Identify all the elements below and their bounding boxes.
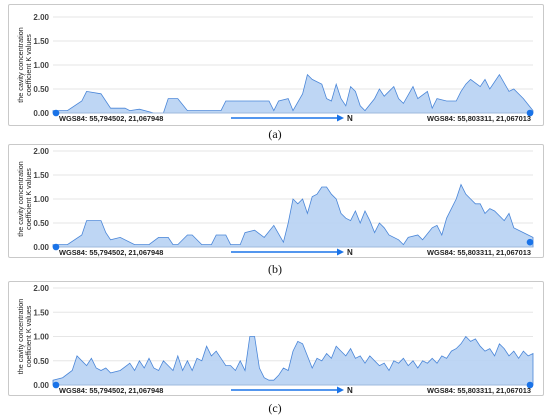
y-tick-label: 1.00 xyxy=(33,195,49,204)
y-axis-label: the cavity concentrationcoefficient K va… xyxy=(16,299,33,375)
y-tick-label: 2.00 xyxy=(33,284,49,293)
y-tick-label: 1.00 xyxy=(33,61,49,70)
y-tick-label: 2.00 xyxy=(33,147,49,156)
y-axis-label: the cavity concentrationcoefficient K va… xyxy=(16,161,33,237)
end-point-marker xyxy=(526,381,534,389)
arrow-head-icon xyxy=(337,114,344,122)
start-point-marker xyxy=(52,109,60,117)
north-label: N xyxy=(347,386,353,395)
y-tick-label: 0.50 xyxy=(33,219,49,228)
y-tick-label: 1.50 xyxy=(33,308,49,317)
start-coordinate-label: WGS84: 55,794502, 21,067948 xyxy=(59,248,163,257)
y-tick-label: 0.00 xyxy=(33,109,49,118)
y-tick-label: 1.00 xyxy=(33,333,49,342)
y-tick-label: 1.50 xyxy=(33,37,49,46)
north-label: N xyxy=(347,248,353,257)
start-coordinate-label: WGS84: 55,794502, 21,067948 xyxy=(59,386,163,395)
y-axis-label: the cavity concentrationcoefficient K va… xyxy=(16,27,33,103)
y-tick-label: 0.50 xyxy=(33,85,49,94)
series-area xyxy=(52,183,534,248)
end-coordinate-label: WGS84: 55,803311, 21,067013 xyxy=(427,114,531,123)
end-point-marker xyxy=(526,109,534,117)
end-point-marker xyxy=(526,238,534,246)
y-tick-label: 1.50 xyxy=(33,171,49,180)
caption-b: (b) xyxy=(268,262,282,276)
start-point-marker xyxy=(52,243,60,251)
end-coordinate-label: WGS84: 55,803311, 21,067013 xyxy=(427,386,531,395)
series-area xyxy=(52,335,534,386)
end-coordinate-label: WGS84: 55,803311, 21,067013 xyxy=(427,248,531,257)
chart-panel-b: 2.00 1.50 1.00 0.50 0.00 the cavity concentra… xyxy=(8,144,544,258)
y-tick-label: 0.50 xyxy=(33,357,49,366)
y-tick-label: 0.00 xyxy=(33,381,49,390)
series-area xyxy=(52,73,534,114)
y-tick-label: 0.00 xyxy=(33,243,49,252)
arrow-head-icon xyxy=(337,248,344,256)
start-coordinate-label: WGS84: 55,794502, 21,067948 xyxy=(59,114,163,123)
caption-a: (a) xyxy=(268,127,282,141)
chart-panel-a: 2.00 1.50 1.00 0.50 0.00 the cavity concentra… xyxy=(8,4,544,126)
y-tick-label: 2.00 xyxy=(33,13,49,22)
north-label: N xyxy=(347,114,353,123)
start-point-marker xyxy=(52,381,60,389)
caption-c: (c) xyxy=(268,401,282,415)
arrow-head-icon xyxy=(337,386,344,394)
chart-panel-c: 2.00 1.50 1.00 0.50 0.00 the cavity concentra… xyxy=(8,281,544,396)
